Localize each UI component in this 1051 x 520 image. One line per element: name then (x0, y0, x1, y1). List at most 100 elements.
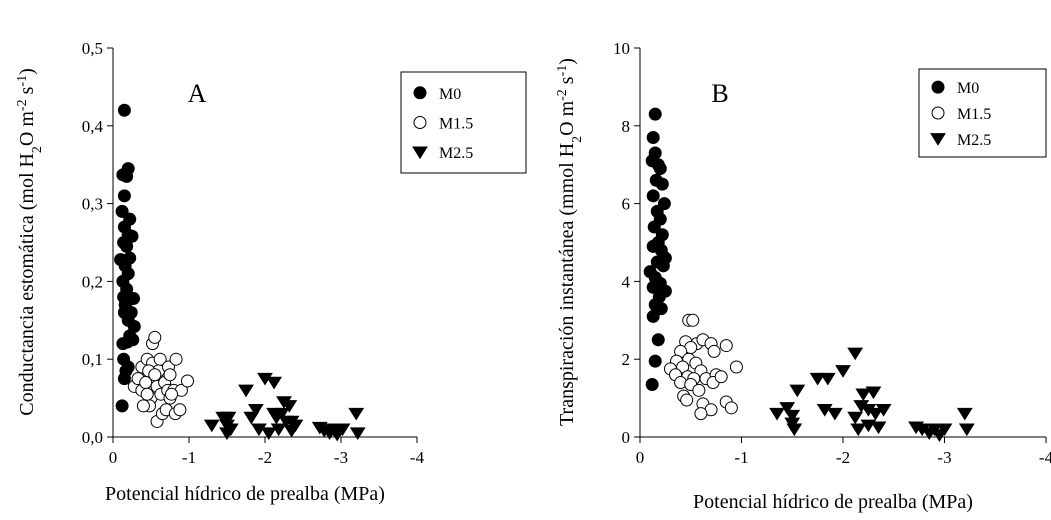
y-tick-label: 0,2 (82, 272, 103, 291)
data-point (646, 130, 660, 144)
data-point (273, 407, 290, 421)
legend-label: M1.5 (957, 106, 991, 123)
data-point (956, 407, 973, 421)
legend-marker (412, 146, 428, 160)
legend-marker (931, 106, 945, 120)
data-point (281, 400, 298, 413)
panel-b: 0 -1 -2 -3 -4 0 2 4 6 8 10 Potencial hídrico de pre… (555, 39, 1051, 513)
series-m2-5 (769, 347, 975, 442)
data-point (646, 189, 660, 203)
x-tick-label: -3 (334, 448, 348, 467)
data-point (656, 259, 670, 273)
data-point (260, 427, 277, 441)
data-point (645, 377, 659, 391)
series-m1-5 (663, 313, 743, 421)
series-m0 (114, 103, 141, 413)
data-point (169, 352, 183, 366)
legend-marker (413, 86, 427, 100)
data-point (707, 344, 721, 358)
y-tick-label: 0,4 (82, 117, 104, 136)
data-point (686, 313, 700, 327)
data-point (809, 372, 826, 386)
data-point (136, 399, 150, 413)
data-point (729, 360, 743, 374)
data-point (270, 423, 287, 437)
data-point (117, 189, 131, 203)
y-axis-label: Conductancia estomática (mol H2O m-2 s-1… (15, 68, 45, 416)
x-tick-label: -2 (836, 448, 850, 467)
x-tick-label: 0 (109, 448, 118, 467)
data-point (819, 372, 836, 386)
data-point (779, 402, 796, 415)
data-point (180, 374, 194, 388)
data-point (648, 107, 662, 121)
data-point (875, 404, 892, 417)
data-point (850, 423, 867, 437)
legend-marker (930, 133, 946, 146)
x-tick-label: -1 (734, 448, 748, 467)
data-point (847, 411, 864, 425)
data-point (163, 368, 177, 382)
data-point (870, 421, 887, 435)
legend-label: M0 (957, 80, 979, 97)
data-point (648, 354, 662, 368)
data-point (654, 302, 668, 316)
data-point (694, 407, 708, 421)
x-axis-label: Potencial hídrico de prealba (MPa) (693, 491, 973, 513)
data-point (247, 404, 264, 417)
y-tick-label: 4 (622, 272, 631, 291)
y-tick-label: 6 (622, 195, 631, 214)
data-point (865, 386, 882, 400)
x-tick-label: -4 (1039, 448, 1051, 467)
data-point (115, 399, 129, 413)
data-point (120, 239, 134, 253)
data-point (126, 333, 140, 347)
data-point (847, 347, 864, 361)
y-tick-label: 0,3 (82, 195, 103, 214)
data-point (266, 376, 283, 390)
legend-marker (413, 116, 427, 129)
series-m0 (643, 107, 672, 391)
data-point (348, 407, 365, 421)
legend: M0 M1.5 M2.5 (400, 71, 527, 174)
data-point (786, 423, 803, 437)
data-point (115, 204, 129, 218)
panel-letter: B (711, 79, 728, 108)
data-point (958, 423, 975, 437)
data-point (287, 419, 304, 433)
data-point (120, 169, 134, 183)
x-tick-label: -4 (410, 448, 425, 467)
legend-label: M0 (439, 86, 461, 103)
data-point (203, 419, 220, 433)
y-tick-label: 0,0 (82, 428, 103, 447)
data-point (769, 407, 785, 421)
panel-a: 0 -1 -2 -3 -4 0,0 0,1 0,2 0,3 0,4 0,5 Potencial híd… (15, 39, 527, 505)
data-point (349, 427, 366, 441)
series-m1-5 (127, 330, 194, 428)
data-point (655, 177, 669, 191)
data-point (148, 330, 162, 344)
legend-label: M2.5 (957, 132, 991, 149)
x-axis-label: Potencial hídrico de prealba (MPa) (105, 483, 385, 505)
data-point (835, 365, 851, 378)
data-point (140, 387, 154, 401)
data-point (153, 352, 167, 366)
x-tick-label: -2 (258, 448, 272, 467)
panel-letter: A (188, 79, 207, 108)
data-point (724, 401, 738, 415)
data-point (117, 372, 131, 386)
data-point (826, 407, 843, 421)
y-tick-label: 2 (622, 350, 631, 369)
data-point (867, 407, 884, 421)
data-point (719, 339, 733, 353)
y-tick-label: 0,1 (82, 350, 103, 369)
legend: M0 M1.5 M2.5 (918, 68, 1047, 158)
data-point (714, 370, 728, 384)
data-point (789, 384, 806, 398)
y-tick-label: 10 (613, 39, 630, 58)
data-point (647, 220, 661, 234)
data-point (646, 280, 660, 294)
data-point (238, 384, 254, 398)
x-tick-label: -1 (182, 448, 196, 467)
